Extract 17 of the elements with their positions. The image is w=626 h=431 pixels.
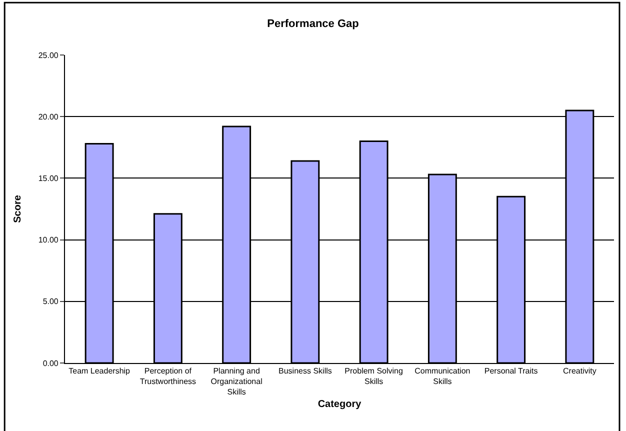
x-axis-title: Category bbox=[318, 398, 362, 410]
chart-title: Performance Gap bbox=[267, 18, 360, 30]
y-tick-label: 0.00 bbox=[42, 358, 59, 368]
y-tick-label: 15.00 bbox=[38, 174, 59, 183]
y-tick-label: 25.00 bbox=[38, 50, 59, 60]
x-tick-label: Communication Skills bbox=[414, 366, 470, 386]
y-tick-label: 10.00 bbox=[38, 236, 59, 245]
x-tick-label: Creativity bbox=[563, 366, 596, 376]
x-tick-label: Planning and Organizational Skills bbox=[210, 366, 263, 396]
x-tick-label: Perception of Trustworthiness bbox=[140, 366, 196, 386]
y-tick-label: 5.00 bbox=[42, 297, 59, 306]
x-tick-label: Team Leadership bbox=[68, 366, 131, 376]
x-tick-label: Personal Traits bbox=[484, 366, 538, 376]
x-tick-label: Problem Solving Skills bbox=[344, 366, 403, 386]
x-tick-label: Business Skills bbox=[278, 366, 332, 376]
y-tick-label: 20.00 bbox=[38, 112, 59, 122]
y-axis-title: Score bbox=[12, 194, 24, 223]
